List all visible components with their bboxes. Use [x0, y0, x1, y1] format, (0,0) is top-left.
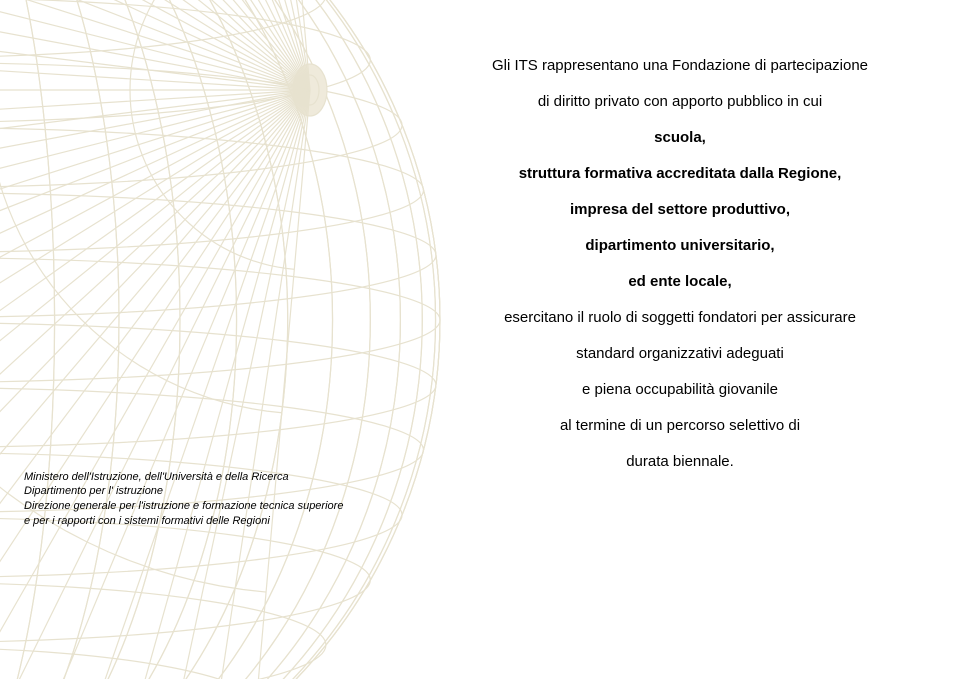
body-line: struttura formativa accreditata dalla Re… — [440, 156, 920, 192]
body-line: impresa del settore produttivo, — [440, 192, 920, 228]
body-line: e piena occupabilità giovanile — [440, 372, 920, 408]
body-line: dipartimento universitario, — [440, 228, 920, 264]
body-line: standard organizzativi adeguati — [440, 336, 920, 372]
body-line: Gli ITS rappresentano una Fondazione di … — [440, 48, 920, 84]
body-line: esercitano il ruolo di soggetti fondator… — [440, 300, 920, 336]
body-line: al termine di un percorso selettivo di — [440, 408, 920, 444]
body-text-block: Gli ITS rappresentano una Fondazione di … — [440, 48, 920, 480]
footer-line-4: e per i rapporti con i sistemi formativi… — [24, 514, 343, 529]
footer-credits: Ministero dell'Istruzione, dell'Universi… — [24, 470, 343, 529]
body-line: durata biennale. — [440, 444, 920, 480]
footer-line-1: Ministero dell'Istruzione, dell'Universi… — [24, 470, 343, 485]
body-line: ed ente locale, — [440, 264, 920, 300]
footer-line-3: Direzione generale per l'istruzione e fo… — [24, 499, 343, 514]
body-line: di diritto privato con apporto pubblico … — [440, 84, 920, 120]
footer-line-2: Dipartimento per l' istruzione — [24, 484, 343, 499]
body-line: scuola, — [440, 120, 920, 156]
